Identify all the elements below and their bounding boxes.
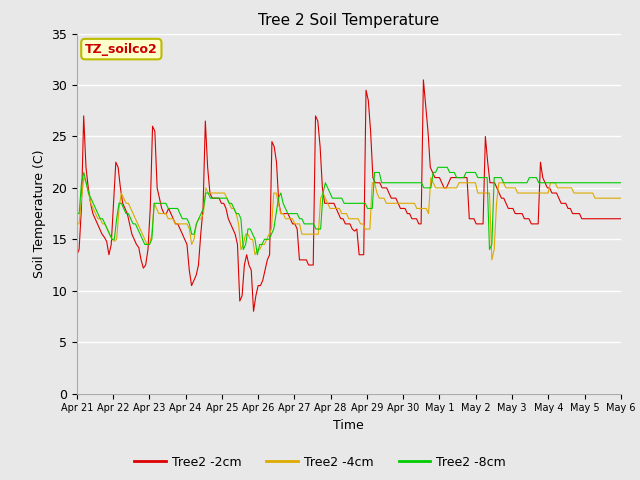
Y-axis label: Soil Temperature (C): Soil Temperature (C): [33, 149, 45, 278]
Title: Tree 2 Soil Temperature: Tree 2 Soil Temperature: [258, 13, 440, 28]
Text: TZ_soilco2: TZ_soilco2: [85, 43, 157, 56]
Legend: Tree2 -2cm, Tree2 -4cm, Tree2 -8cm: Tree2 -2cm, Tree2 -4cm, Tree2 -8cm: [129, 451, 511, 474]
X-axis label: Time: Time: [333, 419, 364, 432]
